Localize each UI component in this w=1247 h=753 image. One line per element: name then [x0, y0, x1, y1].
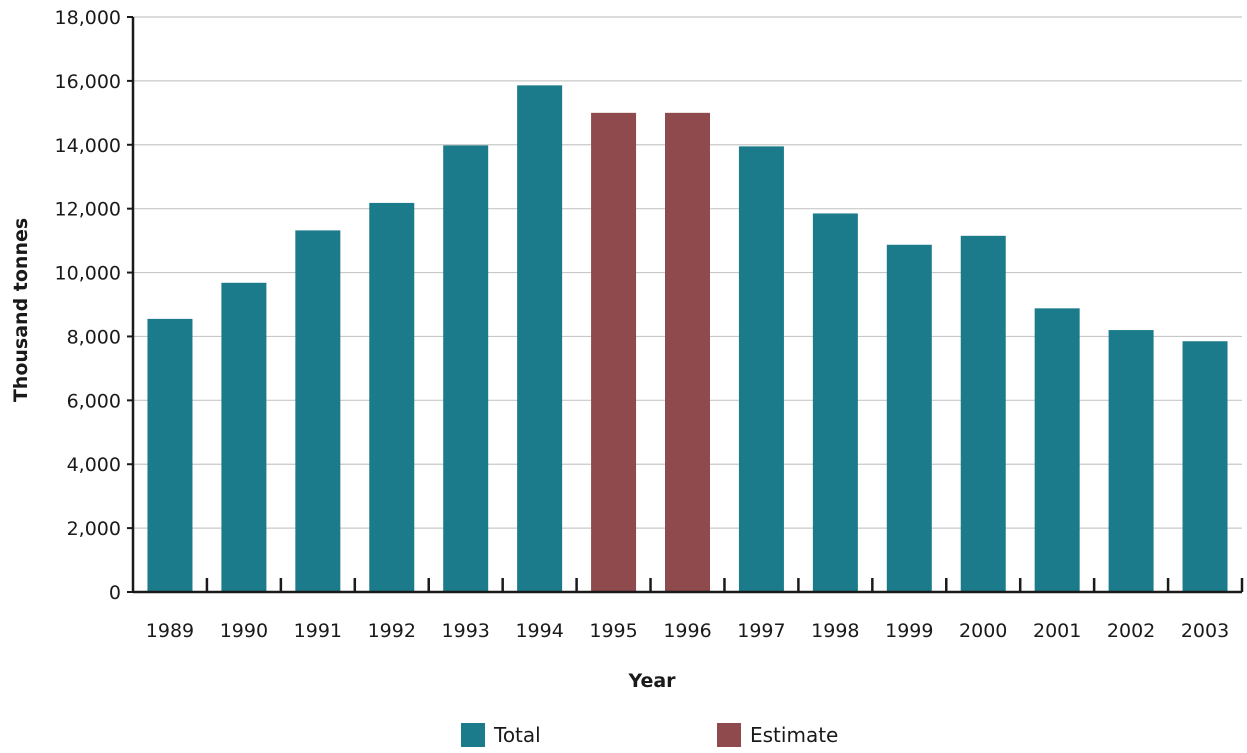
legend-swatch-estimate	[717, 723, 741, 747]
x-tick-label: 2000	[959, 620, 1007, 642]
x-tick-label: 1997	[737, 620, 785, 642]
bar-1995	[591, 112, 637, 592]
legend-label-estimate: Estimate	[750, 723, 839, 747]
bars	[147, 85, 1228, 593]
y-tick-label: 14,000	[55, 135, 121, 157]
x-tick-label: 2001	[1033, 620, 1081, 642]
axes	[127, 16, 1244, 594]
bar-1992	[369, 202, 415, 592]
bar-1996	[665, 112, 710, 592]
y-tick-label: 2,000	[67, 518, 121, 540]
x-tick-label: 1990	[220, 620, 268, 642]
y-tick-label: 0	[109, 582, 121, 604]
legend-item-total: Total	[461, 722, 541, 748]
bar-1997	[738, 146, 784, 592]
bar-1989	[147, 318, 193, 592]
bar-1993	[443, 145, 489, 592]
y-tick-label: 10,000	[55, 263, 121, 285]
y-tick-label: 6,000	[67, 390, 121, 412]
legend-item-estimate: Estimate	[717, 722, 838, 748]
x-tick-label: 1998	[811, 620, 859, 642]
bar-1990	[221, 282, 267, 592]
x-tick-label: 1995	[589, 620, 637, 642]
bar-2001	[1034, 308, 1080, 592]
bar-1999	[886, 244, 932, 592]
bar-2002	[1108, 330, 1154, 592]
y-tick-label: 4,000	[67, 454, 121, 476]
bar-1994	[517, 85, 563, 592]
y-tick-label: 18,000	[55, 7, 121, 29]
y-axis-title: Thousand tonnes	[10, 218, 32, 402]
x-tick-label: 1994	[515, 620, 563, 642]
legend-label-total: Total	[494, 723, 541, 747]
y-tick-label: 12,000	[55, 199, 121, 221]
x-axis-title: Year	[627, 670, 676, 692]
x-tick-label: 1999	[885, 620, 933, 642]
y-tick-label: 8,000	[67, 326, 121, 348]
x-tick-label: 1991	[294, 620, 342, 642]
x-tick-label: 2002	[1107, 620, 1155, 642]
x-tick-label: 2003	[1181, 620, 1229, 642]
x-tick-label: 1989	[146, 620, 194, 642]
bar-2000	[960, 235, 1006, 592]
x-tick-label: 1992	[368, 620, 416, 642]
x-tick-label: 1993	[442, 620, 490, 642]
x-tick-label: 1996	[663, 620, 711, 642]
y-tick-label: 16,000	[55, 71, 121, 93]
bar-1991	[295, 230, 341, 592]
tick-labels: 0 2,000 4,000 6,000 8,000 10,000 12,000 14,000 1…	[55, 7, 1230, 642]
bar-2003	[1182, 341, 1228, 592]
legend-swatch-total	[461, 723, 485, 747]
bar-1998	[812, 213, 858, 593]
